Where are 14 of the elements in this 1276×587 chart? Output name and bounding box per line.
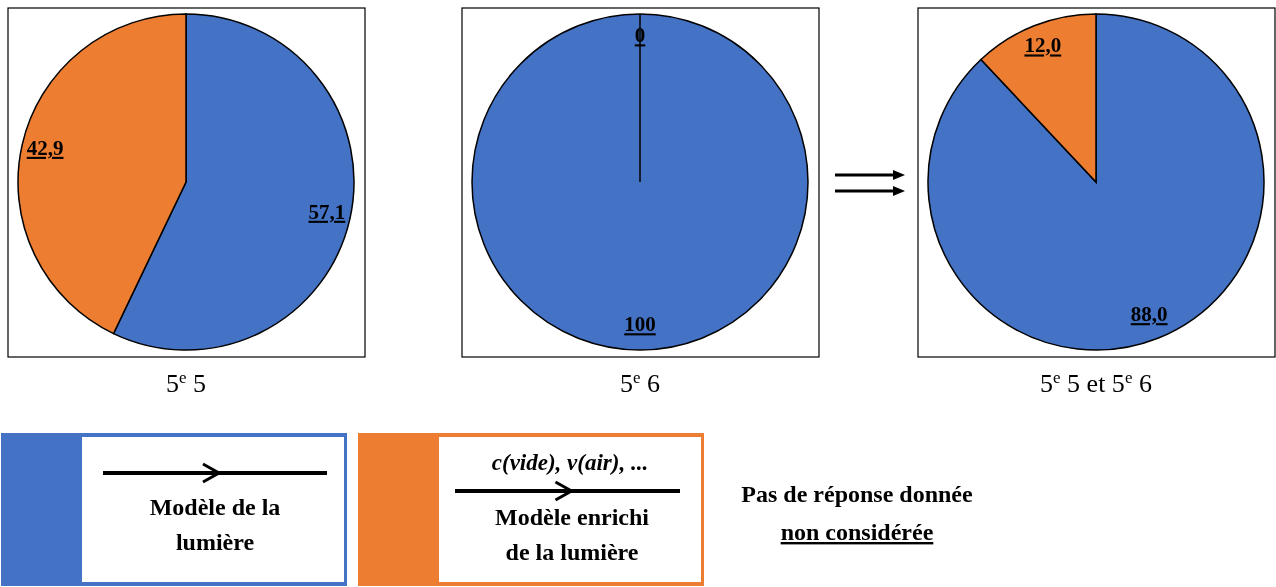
- text: 5$^{e}$ 5: [166, 367, 206, 398]
- pie-slice: [927, 13, 1265, 351]
- data-label: 42,9: [26, 135, 64, 160]
- text: Pas de réponse donnée: [741, 481, 974, 507]
- legend-label: Modèle enrichi de la lumière: [495, 504, 650, 565]
- data-label: 88,0: [1130, 302, 1168, 327]
- text: 5$^{e}$ 6: [620, 367, 660, 398]
- data-label: 12,0: [1024, 33, 1062, 58]
- text: 5$^{e}$ 5 et 5$^{e}$ 6: [1040, 367, 1152, 398]
- legend-label: Modèle de la lumière: [149, 494, 281, 555]
- text: non considérée: [780, 519, 934, 545]
- data-label: 57,1: [308, 199, 346, 224]
- data-label: 100: [624, 312, 656, 337]
- text: c(vide), v(air), ...: [491, 450, 649, 475]
